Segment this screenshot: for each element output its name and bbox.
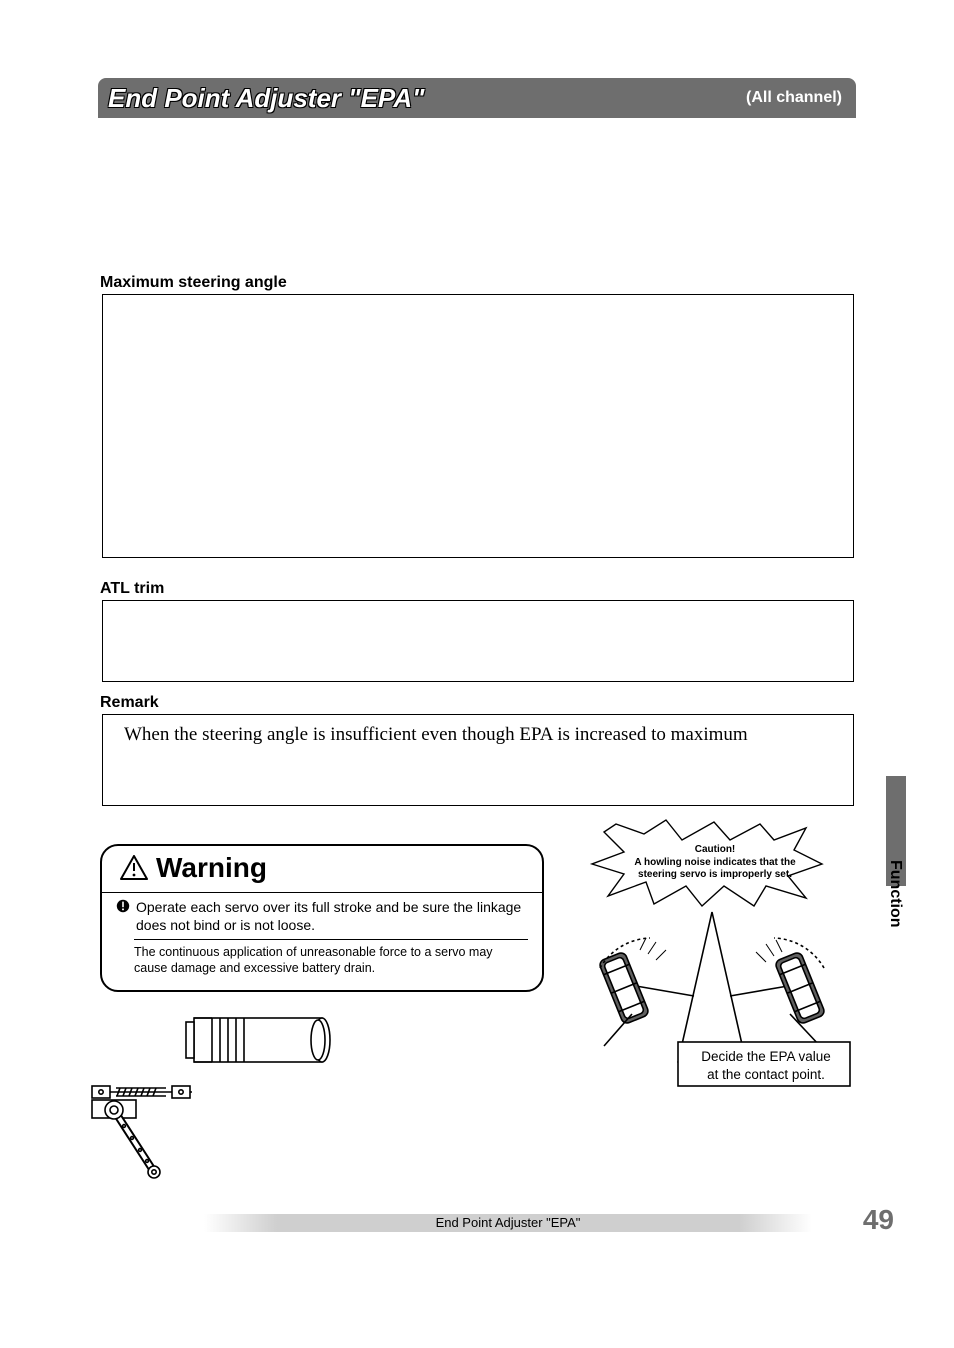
caution-line1: Caution! — [610, 844, 820, 857]
caution-text: Caution! A howling noise indicates that … — [610, 844, 820, 882]
warning-title: Warning — [156, 852, 267, 884]
footer-text: End Point Adjuster "EPA" — [436, 1215, 581, 1230]
warning-body: Operate each servo over its full stroke … — [102, 893, 542, 986]
servo-diagram — [84, 1004, 344, 1184]
warning-header: Warning — [102, 846, 542, 893]
warning-triangle-icon — [120, 855, 148, 881]
warning-bullet: Operate each servo over its full stroke … — [116, 899, 528, 935]
page-number: 49 — [863, 1204, 894, 1236]
warning-divider — [134, 939, 528, 940]
label-atl-trim: ATL trim — [100, 580, 164, 598]
warning-note: The continuous application of unreasonab… — [134, 944, 528, 977]
title-bar: End Point Adjuster "EPA" (All channel) — [98, 78, 856, 118]
title-main: End Point Adjuster "EPA" — [108, 83, 424, 114]
caution-line3: steering servo is improperly set. — [610, 869, 820, 882]
chassis-caption: Decide the EPA value at the contact poin… — [686, 1048, 846, 1083]
title-sub: (All channel) — [746, 89, 842, 107]
prohibit-icon — [116, 899, 132, 935]
box-atl-trim — [102, 600, 854, 682]
chassis-caption-2: at the contact point. — [686, 1066, 846, 1084]
side-tab-label: Function — [886, 860, 904, 928]
remark-text: When the steering angle is insufficient … — [124, 724, 834, 746]
label-max-steering: Maximum steering angle — [100, 274, 287, 292]
caution-line2: A howling noise indicates that the — [610, 857, 820, 870]
warning-bullet-text: Operate each servo over its full stroke … — [132, 899, 528, 935]
box-max-steering — [102, 294, 854, 558]
label-remark: Remark — [100, 694, 159, 712]
footer-bar: End Point Adjuster "EPA" — [204, 1214, 812, 1232]
warning-box: Warning Operate each servo over its full… — [100, 844, 544, 992]
chassis-caption-1: Decide the EPA value — [686, 1048, 846, 1066]
